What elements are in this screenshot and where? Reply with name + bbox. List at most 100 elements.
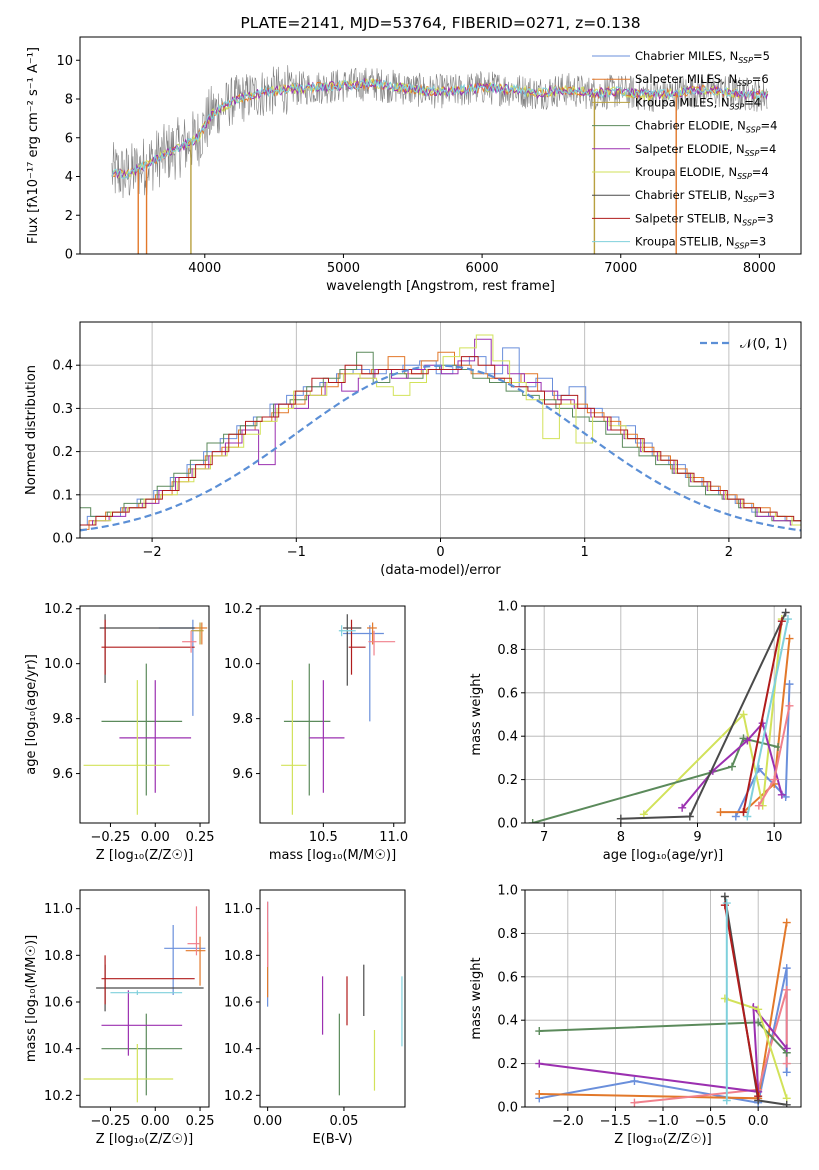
x-tick-label: −0.5 [695,1114,727,1129]
normal-curve [80,364,801,532]
weight-series-line [723,905,760,1097]
y-tick-label: 8 [65,93,73,108]
y-tick-label: 0.8 [497,643,518,658]
y-tick-label: 10.4 [224,1042,253,1057]
histogram-series [80,351,801,522]
weight-marker [716,808,725,817]
y-tick-label: 9.6 [232,767,253,782]
x-axis-label: mass [log₁₀(M/M☉)] [269,848,396,863]
y-tick-label: 10.2 [44,602,73,617]
legend-label: Chabrier ELODIE, NSSP=4 [635,119,777,135]
weight-marker [782,1059,791,1068]
weight-marker [528,819,537,823]
x-axis-label: (data-model)/error [380,563,501,578]
weight-marker [785,701,794,710]
weight-series-line [532,737,779,823]
spectrum-model-line [111,79,769,180]
x-tick-label: 0.0 [748,1114,769,1129]
y-tick-label: 11.0 [44,902,73,917]
weight-marker [777,790,786,799]
axes-frame [259,605,406,824]
y-axis-label: mass [log₁₀(M/M☉)] [24,935,39,1062]
frame-mass_vs_z: −0.25 0.00 0.25 10.2 10.4 10.6 10.8 11.0 Z [log₁… [24,889,215,1147]
x-tick-label: 5000 [327,261,360,276]
y-tick-label: 0.6 [497,970,518,985]
legend-label: Kroupa STELIB, NSSP=3 [635,235,766,251]
frame-weight_vs_age: 7 8 9 10 0.0 0.2 0.4 0.6 0.8 1.0 age [log₁₀(age/yr… [469,600,802,863]
weight-marker [743,812,752,821]
y-tick-label: 10.2 [224,602,253,617]
y-tick-label: 0.0 [52,532,73,547]
y-tick-label: 10.2 [224,1089,253,1104]
y-tick-label: 9.6 [52,767,73,782]
legend-label: Kroupa ELODIE, NSSP=4 [635,165,769,181]
weight-marker [722,899,731,908]
weight-marker [535,1027,544,1036]
weight-marker [783,615,792,624]
y-tick-label: 10.8 [224,949,253,964]
x-tick-label: 0.00 [253,1114,282,1129]
weight-marker [739,710,748,719]
weights-plot [535,892,791,1107]
x-tick-label: 0 [436,545,444,560]
frame-spectrum: 4000 5000 6000 7000 8000 0 2 4 6 8 10 wavelength [A… [26,36,802,294]
y-tick-label: 6 [65,131,73,146]
legend-label: Chabrier STELIB, NSSP=3 [635,188,775,204]
y-tick-label: 9.8 [232,712,253,727]
x-tick-label: 2 [725,545,733,560]
weight-marker [535,1089,544,1098]
y-tick-label: 0.6 [497,686,518,701]
weight-marker [754,1005,763,1014]
y-tick-label: 10.8 [44,949,73,964]
weight-marker [782,1044,791,1053]
y-tick-label: 10.4 [44,1042,73,1057]
legend-label: Chabrier MILES, NSSP=5 [635,49,770,65]
weight-series-line [539,1004,788,1093]
frame-age_vs_z: −0.25 0.00 0.25 9.6 9.8 10.0 10.2 Z [log₁₀(Z/Z☉… [24,602,215,863]
weight-marker [754,1018,763,1027]
y-tick-label: 0.2 [497,1057,518,1072]
histogram-series [80,347,801,526]
weight-marker [722,1096,731,1105]
y-axis-label: Flux [fλ10⁻¹⁷ erg cm⁻² s⁻¹ A⁻¹] [26,47,41,244]
y-tick-label: 0.0 [497,817,518,832]
x-tick-label: −0.25 [91,1114,131,1129]
frame-weight_vs_z: −2.0 −1.5 −1.0 −0.5 0.0 0.0 0.2 0.4 0.6 0.8 1.0 Z [… [469,884,802,1147]
weight-marker [630,1098,639,1107]
y-tick-label: 11.0 [224,902,253,917]
y-tick-label: 1.0 [497,884,518,899]
x-tick-label: −2 [143,545,162,560]
histogram-plot [80,334,801,532]
histogram-series [80,356,801,526]
y-tick-label: 10.6 [44,996,73,1011]
weight-series-line [620,612,787,820]
y-tick-label: 0.4 [497,730,518,745]
weight-marker [782,1068,791,1077]
x-axis-label: wavelength [Angstrom, rest frame] [326,279,555,294]
weight-series-line [742,621,783,813]
y-axis-label: mass weight [469,673,484,755]
weight-marker [754,1092,763,1101]
y-tick-label: 10.0 [224,657,253,672]
x-tick-label: 0.00 [141,830,170,845]
weight-marker [782,918,791,927]
axes-frame [79,889,210,1108]
weight-marker [777,617,786,626]
x-tick-label: −0.25 [91,830,131,845]
x-tick-label: −1.5 [600,1114,632,1129]
legend-label: Salpeter ELODIE, NSSP=4 [635,142,776,158]
axes-frame [259,889,406,1108]
x-tick-label: 11.0 [379,830,408,845]
y-tick-label: 4 [65,170,73,185]
weight-marker [743,736,752,745]
weight-marker [782,964,791,973]
axes-frame [79,605,210,824]
legend-label: Kroupa MILES, NSSP=4 [635,95,761,111]
y-tick-label: 2 [65,209,73,224]
weight-marker [685,812,694,821]
errorbar-plot [281,614,396,815]
x-tick-label: 7 [540,830,548,845]
x-tick-label: −1.0 [647,1114,679,1129]
y-axis-label: mass weight [469,957,484,1039]
weight-series-line [746,618,789,817]
